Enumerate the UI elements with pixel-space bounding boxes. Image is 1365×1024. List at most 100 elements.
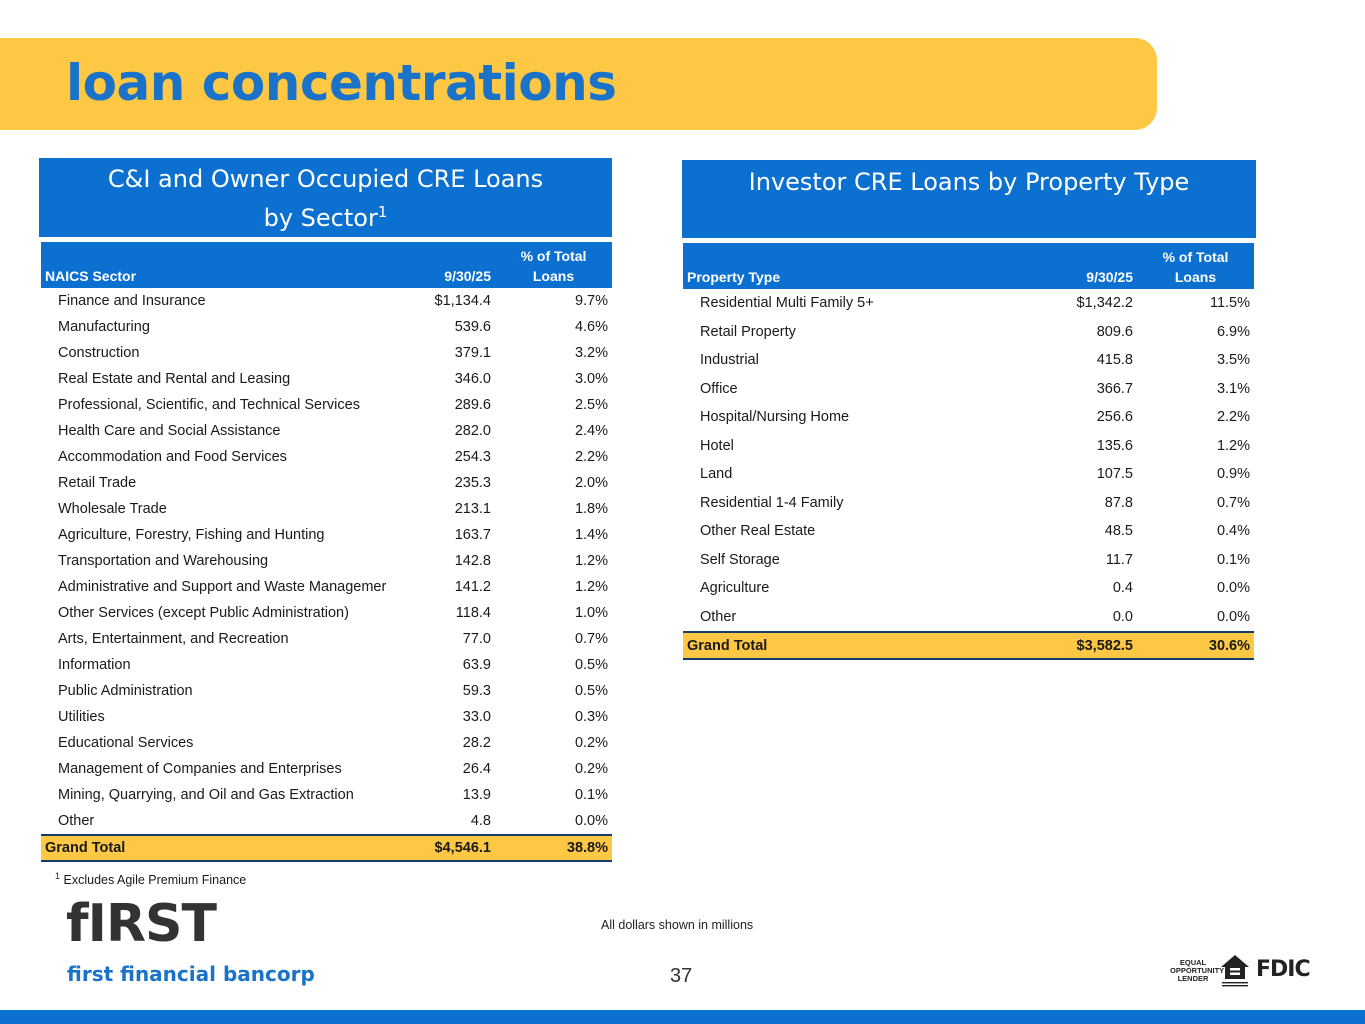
right-col3-header-line1: % of Total xyxy=(1137,243,1254,265)
property-cell-label: Agriculture xyxy=(700,580,770,597)
sector-row: Construction 379.1 3.2% xyxy=(41,340,612,366)
sector-cell-amount: 141.2 xyxy=(454,579,491,595)
sector-row: Other 4.8 0.0% xyxy=(41,808,612,835)
sector-cell-amount: 289.6 xyxy=(454,397,491,413)
property-loans-table: % of Total Property Type 9/30/25 Loans R… xyxy=(683,243,1254,660)
right-col1-header: Property Type xyxy=(683,265,1058,289)
property-cell-amount: 107.5 xyxy=(1096,466,1133,483)
sector-row: Management of Companies and Enterprises 2… xyxy=(41,756,612,782)
sector-row: Wholesale Trade 213.1 1.8% xyxy=(41,496,612,522)
sector-total-amount: $4,546.1 xyxy=(416,834,495,862)
sector-row: Other Services (except Public Administra… xyxy=(41,600,612,626)
sector-cell-percent: 2.4% xyxy=(574,423,608,439)
property-cell-percent: 2.2% xyxy=(1216,409,1250,426)
property-cell-percent: 0.7% xyxy=(1216,494,1250,511)
sector-grand-total-row: Grand Total $4,546.1 38.8% xyxy=(41,834,612,862)
sector-table-body: Finance and Insurance $1,134.4 9.7% Manufac… xyxy=(41,288,612,862)
property-cell-percent: 3.1% xyxy=(1216,380,1250,397)
sector-cell-percent: 2.5% xyxy=(574,397,608,413)
property-cell-amount: 0.4 xyxy=(1112,580,1133,597)
sector-cell-amount: 26.4 xyxy=(462,761,491,777)
sector-total-percent: 38.8% xyxy=(495,834,612,862)
sector-cell-percent: 0.3% xyxy=(574,709,608,725)
sector-row: Arts, Entertainment, and Recreation 77.0 0… xyxy=(41,626,612,652)
footnote-mark: 1 xyxy=(55,871,61,881)
sector-cell-label: Agriculture, Forestry, Fishing and Hunti… xyxy=(58,527,325,543)
sector-row: Manufacturing 539.6 4.6% xyxy=(41,314,612,340)
left-col3-header-line1: % of Total xyxy=(495,242,612,264)
sector-row: Utilities 33.0 0.3% xyxy=(41,704,612,730)
sector-cell-amount: 213.1 xyxy=(454,501,491,517)
sector-cell-percent: 3.2% xyxy=(574,345,608,361)
sector-row: Mining, Quarrying, and Oil and Gas Extra… xyxy=(41,782,612,808)
property-cell-percent: 0.4% xyxy=(1216,523,1250,540)
left-col1-header: NAICS Sector xyxy=(41,264,416,288)
sector-cell-amount: 379.1 xyxy=(454,345,491,361)
property-cell-amount: 0.0 xyxy=(1112,608,1133,625)
property-cell-percent: 3.5% xyxy=(1216,352,1250,369)
sector-cell-label: Construction xyxy=(58,345,140,361)
property-row: Residential 1-4 Family 87.8 0.7% xyxy=(683,489,1254,518)
property-row: Industrial 415.8 3.5% xyxy=(683,346,1254,375)
property-cell-percent: 0.0% xyxy=(1216,608,1250,625)
sector-row: Accommodation and Food Services 254.3 2.2% xyxy=(41,444,612,470)
page-title: loan concentrations xyxy=(66,54,617,112)
sector-cell-percent: 1.0% xyxy=(574,605,608,621)
footnote-text: Excludes Agile Premium Finance xyxy=(63,873,247,888)
left-heading-line2: by Sector xyxy=(263,204,378,232)
property-cell-percent: 11.5% xyxy=(1209,295,1250,312)
sector-cell-label: Real Estate and Rental and Leasing xyxy=(58,371,291,387)
sector-cell-label: Mining, Quarrying, and Oil and Gas Extra… xyxy=(58,787,354,803)
sector-cell-amount: $1,134.4 xyxy=(434,293,491,309)
sector-row: Health Care and Social Assistance 282.0 2.… xyxy=(41,418,612,444)
sector-cell-amount: 28.2 xyxy=(462,735,491,751)
dollars-note: All dollars shown in millions xyxy=(601,918,754,932)
sector-cell-amount: 539.6 xyxy=(454,319,491,335)
sector-cell-label: Transportation and Warehousing xyxy=(58,553,269,569)
sector-cell-label: Other Services (except Public Administra… xyxy=(58,605,349,621)
property-cell-label: Self Storage xyxy=(700,551,780,568)
sector-cell-label: Finance and Insurance xyxy=(58,293,206,309)
property-row: Residential Multi Family 5+ $1,342.2 11.5% xyxy=(683,289,1254,318)
sector-cell-label: Accommodation and Food Services xyxy=(58,449,287,465)
equal-opportunity-lender-text: EQUAL OPPORTUNITY LENDER xyxy=(1170,958,1225,983)
sector-row: Agriculture, Forestry, Fishing and Hunti… xyxy=(41,522,612,548)
sector-cell-label: Administrative and Support and Waste Man… xyxy=(58,579,387,595)
sector-cell-amount: 346.0 xyxy=(454,371,491,387)
page-number: 37 xyxy=(670,965,693,987)
left-heading-line1: C&I and Owner Occupied CRE Loans xyxy=(107,165,544,193)
sector-cell-label: Other xyxy=(58,813,95,829)
sector-row: Professional, Scientific, and Technical … xyxy=(41,392,612,418)
sector-cell-amount: 77.0 xyxy=(462,631,491,647)
property-total-amount: $3,582.5 xyxy=(1058,631,1137,660)
sector-cell-label: Public Administration xyxy=(58,683,193,699)
left-table-heading: C&I and Owner Occupied CRE Loans by Sect… xyxy=(39,158,612,237)
property-row: Land 107.5 0.9% xyxy=(683,460,1254,489)
sector-cell-label: Manufacturing xyxy=(58,319,150,335)
property-cell-percent: 0.9% xyxy=(1216,466,1250,483)
property-cell-amount: 256.6 xyxy=(1096,409,1133,426)
sector-row: Retail Trade 235.3 2.0% xyxy=(41,470,612,496)
left-col3-header-line2: Loans xyxy=(495,264,612,288)
property-cell-amount: 135.6 xyxy=(1096,437,1133,454)
sector-cell-label: Information xyxy=(58,657,131,673)
property-row: Agriculture 0.4 0.0% xyxy=(683,574,1254,603)
sector-cell-percent: 9.7% xyxy=(574,293,608,309)
sector-cell-percent: 4.6% xyxy=(574,319,608,335)
property-cell-amount: 415.8 xyxy=(1096,352,1133,369)
property-cell-percent: 1.2% xyxy=(1216,437,1250,454)
sector-cell-percent: 1.2% xyxy=(574,553,608,569)
property-total-label: Grand Total xyxy=(683,631,1058,660)
sector-cell-amount: 282.0 xyxy=(454,423,491,439)
sector-cell-amount: 254.3 xyxy=(454,449,491,465)
sector-cell-percent: 0.2% xyxy=(574,735,608,751)
property-cell-label: Residential 1-4 Family xyxy=(700,494,844,511)
title-banner: loan concentrations xyxy=(0,38,1157,130)
sector-cell-label: Professional, Scientific, and Technical … xyxy=(58,397,360,413)
sector-row: Finance and Insurance $1,134.4 9.7% xyxy=(41,288,612,314)
company-logo-text: first financial bancorp xyxy=(67,962,315,986)
property-row: Other 0.0 0.0% xyxy=(683,603,1254,633)
property-cell-percent: 0.0% xyxy=(1216,580,1250,597)
sector-cell-amount: 4.8 xyxy=(470,813,491,829)
sector-row: Administrative and Support and Waste Man… xyxy=(41,574,612,600)
